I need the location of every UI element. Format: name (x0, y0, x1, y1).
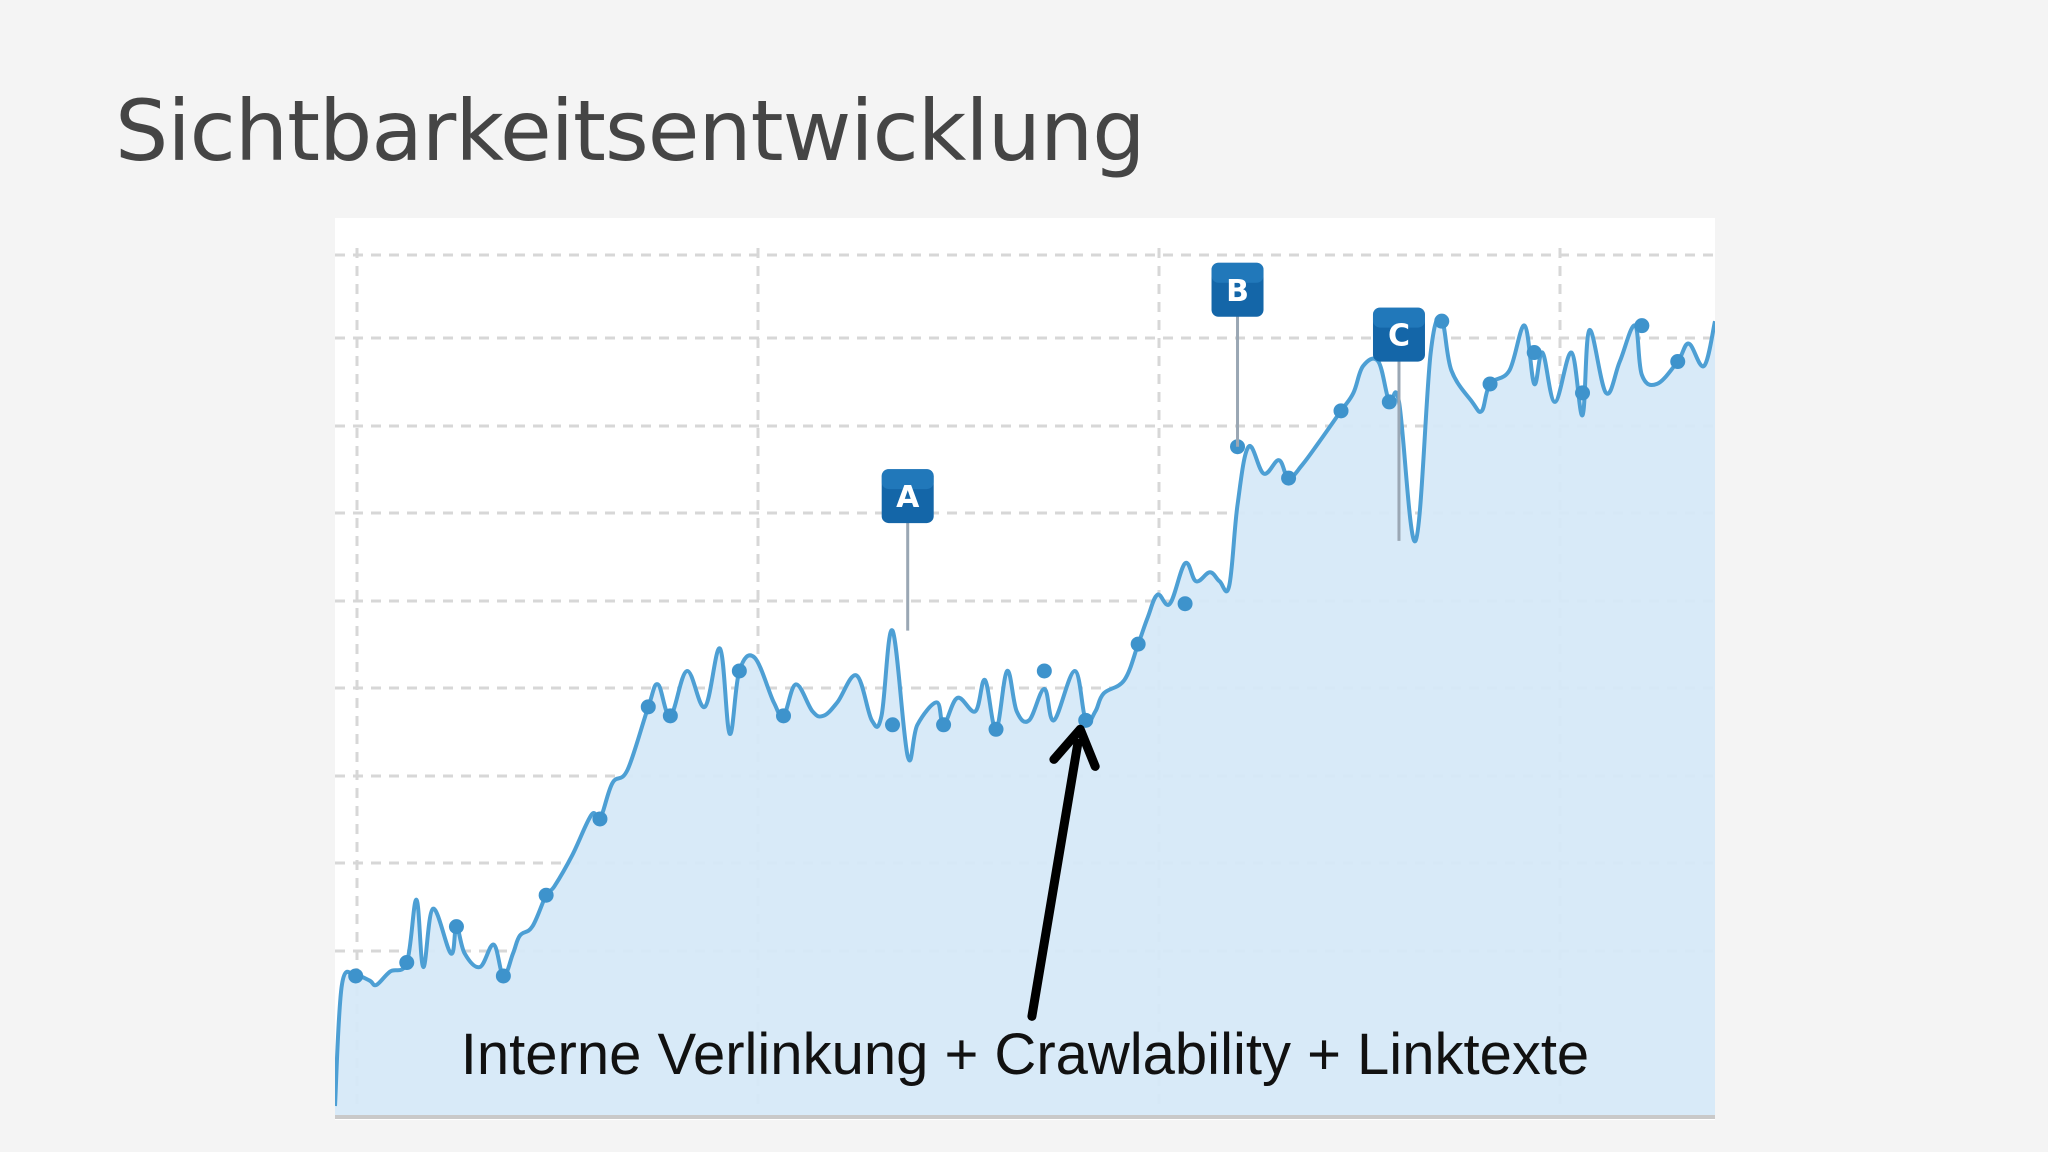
data-point-7 (662, 708, 678, 724)
data-point-11 (936, 717, 952, 733)
data-point-24 (1575, 385, 1591, 401)
data-point-6 (640, 699, 656, 715)
data-point-20 (1381, 394, 1397, 410)
marker-b: B (1211, 262, 1264, 447)
data-point-2 (448, 919, 464, 935)
data-point-15 (1130, 636, 1146, 652)
event-markers: A B C (881, 262, 1425, 631)
series-points (348, 313, 1686, 984)
data-point-26 (1670, 354, 1686, 370)
data-point-23 (1526, 345, 1542, 361)
annotation-caption: Interne Verlinkung + Crawlability + Link… (461, 1022, 1589, 1087)
data-point-1 (399, 955, 415, 971)
arrow-head (1049, 724, 1100, 771)
marker-label: B (1226, 274, 1249, 309)
data-point-5 (592, 811, 608, 827)
chart-svg: A B C Interne Verlinkung + Crawlability + … (335, 218, 1715, 1120)
data-point-19 (1333, 403, 1349, 419)
data-point-18 (1281, 470, 1297, 486)
slide-title: Sichtbarkeitsentwicklung (115, 82, 1146, 180)
data-point-4 (538, 887, 554, 903)
data-point-0 (348, 968, 364, 984)
data-point-16 (1177, 596, 1193, 612)
marker-label: A (896, 480, 920, 515)
data-point-10 (885, 717, 901, 733)
marker-flag-gloss (1211, 262, 1264, 283)
data-point-14 (1078, 712, 1094, 728)
data-point-9 (776, 708, 791, 724)
series-area (335, 319, 1715, 1115)
data-point-22 (1482, 376, 1498, 392)
marker-flag-gloss (1372, 307, 1425, 328)
data-point-8 (731, 663, 747, 679)
series-line (335, 317, 1715, 1107)
annotation-arrow (1027, 724, 1100, 1021)
arrow-shaft (1027, 738, 1083, 1021)
marker-a: A (881, 469, 934, 631)
data-point-25 (1634, 318, 1650, 334)
marker-c: C (1372, 307, 1425, 541)
marker-label: C (1388, 319, 1410, 354)
data-point-3 (495, 968, 511, 984)
data-point-21 (1434, 313, 1450, 329)
data-point-12 (988, 721, 1004, 737)
visibility-chart: A B C Interne Verlinkung + Crawlability + … (335, 218, 1715, 1120)
data-point-13 (1036, 663, 1052, 679)
marker-flag-gloss (881, 469, 934, 490)
